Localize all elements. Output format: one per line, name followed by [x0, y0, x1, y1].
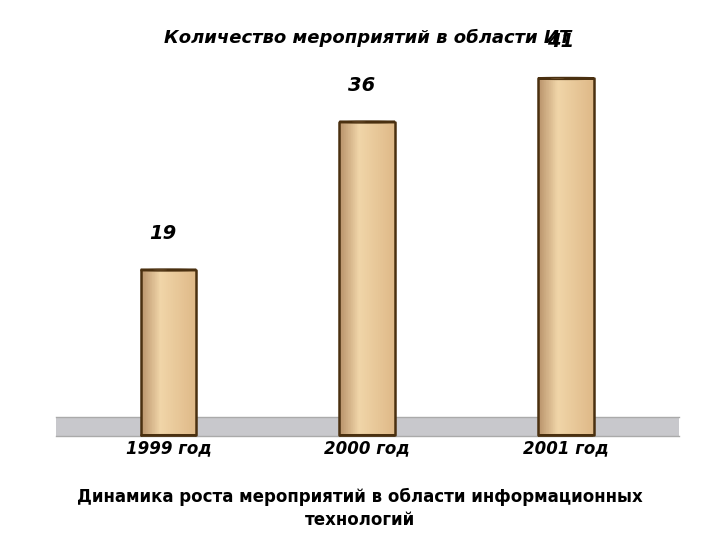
- Ellipse shape: [339, 122, 395, 123]
- Text: 36: 36: [348, 76, 375, 94]
- Text: 19: 19: [149, 224, 176, 242]
- Ellipse shape: [140, 269, 197, 271]
- Text: Динамика роста мероприятий в области информационных
технологий: Динамика роста мероприятий в области инф…: [77, 488, 643, 529]
- Polygon shape: [56, 417, 678, 436]
- Ellipse shape: [538, 78, 594, 79]
- Ellipse shape: [538, 435, 594, 436]
- Text: Количество мероприятий в области ИТ: Количество мероприятий в области ИТ: [163, 29, 571, 48]
- Ellipse shape: [140, 435, 197, 436]
- Text: 1999 год: 1999 год: [126, 440, 211, 457]
- Ellipse shape: [339, 435, 395, 436]
- Text: 2001 год: 2001 год: [523, 440, 608, 457]
- Text: 41: 41: [546, 32, 574, 51]
- Text: 2000 год: 2000 год: [325, 440, 410, 457]
